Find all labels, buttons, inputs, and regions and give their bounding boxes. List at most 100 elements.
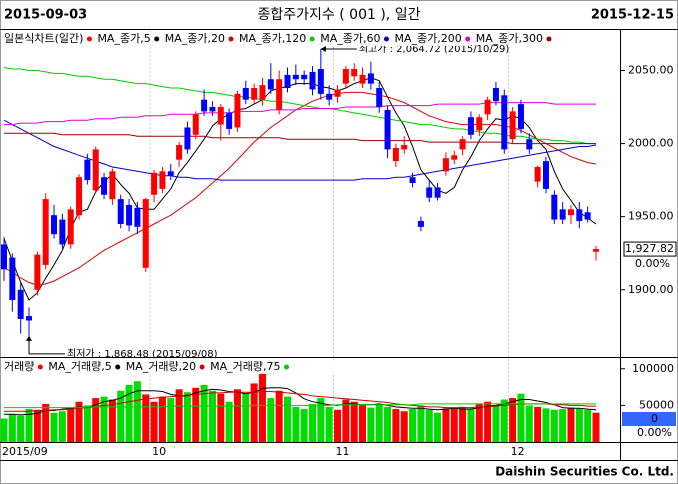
legend-label: MA_종가,300 xyxy=(476,32,543,45)
legend-dot xyxy=(115,364,121,370)
legend-dot xyxy=(199,364,205,370)
candle-body xyxy=(342,69,349,84)
legend-dot xyxy=(309,36,315,42)
volume-bar xyxy=(167,398,175,442)
volume-bar xyxy=(584,409,592,442)
y-tick-label: 2050.00 xyxy=(628,63,674,76)
volume-bar xyxy=(309,403,317,442)
candle-body xyxy=(417,221,424,227)
candle-body xyxy=(59,219,66,245)
volume-bar xyxy=(359,405,367,442)
candle-body xyxy=(492,88,499,102)
volume-bar xyxy=(50,412,58,442)
volume-bar xyxy=(75,401,83,442)
candle-body xyxy=(559,209,566,220)
ma-line xyxy=(4,387,597,416)
volume-bar xyxy=(67,407,75,442)
candle-body xyxy=(542,161,549,189)
volume-bar xyxy=(133,381,141,442)
volume-bar xyxy=(442,408,450,442)
ma-line xyxy=(3,119,597,181)
volume-bar xyxy=(484,401,492,442)
volume-bar xyxy=(83,405,91,442)
annotation: 최저가 : 1,868.48 (2015/09/08) xyxy=(67,348,218,360)
volume-bar xyxy=(450,409,458,442)
candle-body xyxy=(551,194,558,220)
volume-bar xyxy=(325,406,333,442)
legend-dot xyxy=(465,36,471,42)
ma-line xyxy=(4,403,596,409)
footer: Daishin Securities Co. Ltd. xyxy=(495,465,674,479)
volume-bar xyxy=(233,389,241,442)
candle-body xyxy=(226,112,233,129)
volume-bar xyxy=(559,409,567,442)
legend-label: MA_거래량,20 xyxy=(126,360,196,373)
candle-body xyxy=(467,117,474,135)
legend-dot xyxy=(86,36,92,42)
volume-bar xyxy=(100,396,108,442)
candle-body xyxy=(476,117,483,131)
ma-line xyxy=(3,67,596,145)
candle-body xyxy=(434,187,441,198)
candle-body xyxy=(134,207,141,227)
candle-body xyxy=(17,289,24,319)
candle-body xyxy=(459,139,466,150)
candle-body xyxy=(526,139,533,150)
volume-bar xyxy=(500,399,508,442)
candle-body xyxy=(534,166,541,182)
candle-body xyxy=(184,127,191,150)
volume-bar xyxy=(258,373,266,442)
volume-bar xyxy=(367,407,375,442)
volume-bar xyxy=(334,409,342,442)
legend-label: MA_종가,120 xyxy=(239,32,306,45)
volume-bar xyxy=(492,405,500,442)
candle-body xyxy=(209,107,216,112)
candle-body xyxy=(509,111,516,140)
legend-label: MA_거래량,75 xyxy=(210,360,280,373)
end-date: 2015-12-15 xyxy=(591,8,674,23)
volume-bar xyxy=(517,393,525,442)
volume-bar xyxy=(108,399,116,442)
candle-body xyxy=(317,69,324,94)
volume-bar xyxy=(300,409,308,442)
volume-bar xyxy=(350,401,358,442)
volume-bar xyxy=(384,406,392,442)
volume-bar xyxy=(400,411,408,442)
x-tick-label: 11 xyxy=(336,445,350,458)
candle-body xyxy=(267,79,274,90)
volume-bar xyxy=(58,411,66,442)
volume-bar xyxy=(250,383,258,442)
volume-bar xyxy=(392,409,400,442)
volume-bar xyxy=(175,389,183,442)
candle-body xyxy=(1,244,7,270)
volume-bar xyxy=(459,406,467,442)
candle-body xyxy=(42,199,49,265)
legend-bg xyxy=(1,32,471,46)
volume-bar xyxy=(542,408,550,442)
candle-body xyxy=(84,159,91,181)
y-tick-label: 1950.00 xyxy=(628,210,674,223)
volume-bar xyxy=(158,396,166,442)
legend-dot xyxy=(383,36,389,42)
start-date: 2015-09-03 xyxy=(4,8,87,23)
candle-body xyxy=(426,187,433,198)
legend-dot xyxy=(546,36,552,42)
volume-bar xyxy=(142,394,150,442)
candle-body xyxy=(501,95,508,150)
volume-bar xyxy=(534,406,542,442)
candle-body xyxy=(101,177,108,195)
candle-body xyxy=(201,99,208,112)
candle-body xyxy=(176,145,183,160)
candle-body xyxy=(517,104,524,129)
volume-bar xyxy=(33,409,41,442)
legend-dot xyxy=(228,36,234,42)
volume-bar xyxy=(217,393,225,442)
candle-body xyxy=(167,171,174,176)
volume-bar xyxy=(17,415,25,442)
candle-body xyxy=(242,88,249,100)
volume-bar xyxy=(550,409,558,442)
candle-body xyxy=(159,171,166,189)
candle-body xyxy=(351,69,358,77)
volume-bar xyxy=(567,407,575,442)
